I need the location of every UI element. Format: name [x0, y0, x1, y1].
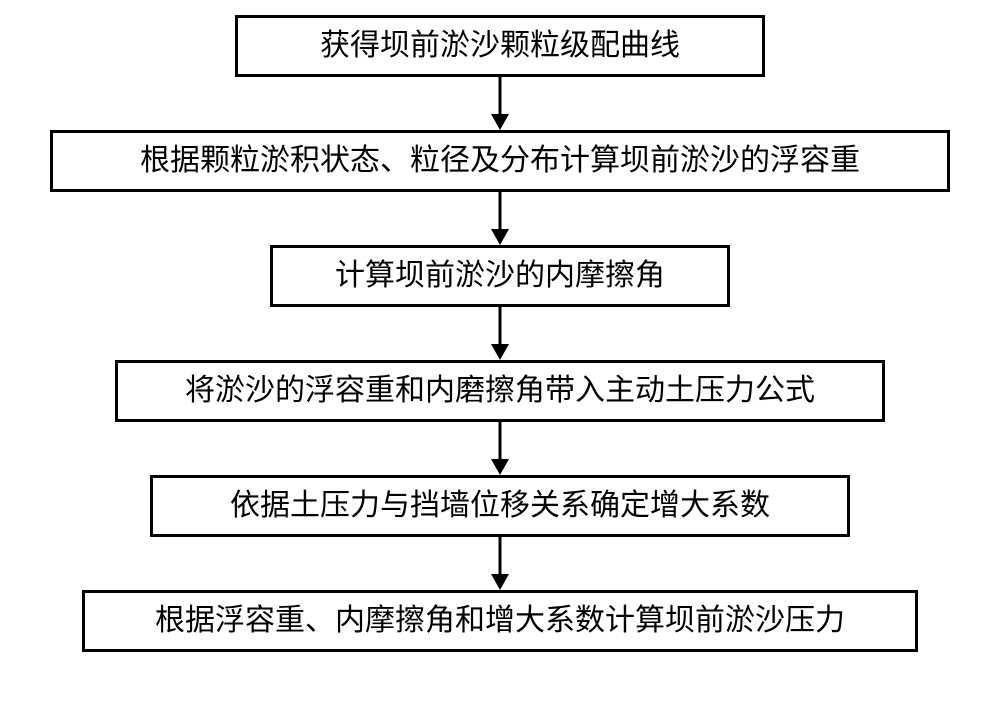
flow-node-label: 获得坝前淤沙颗粒级配曲线: [320, 31, 680, 61]
flow-node-n1: 获得坝前淤沙颗粒级配曲线: [235, 15, 765, 77]
flow-node-n6: 根据浮容重、内摩擦角和增大系数计算坝前淤沙压力: [82, 590, 918, 652]
flow-node-label: 根据颗粒淤积状态、粒径及分布计算坝前淤沙的浮容重: [140, 146, 860, 176]
flow-node-label: 将淤沙的浮容重和内磨擦角带入主动土压力公式: [185, 376, 815, 406]
flow-node-n5: 依据土压力与挡墙位移关系确定增大系数: [150, 475, 850, 537]
flow-node-n4: 将淤沙的浮容重和内磨擦角带入主动土压力公式: [115, 360, 885, 422]
flow-arrowhead: [491, 344, 509, 360]
flowchart-canvas: 获得坝前淤沙颗粒级配曲线根据颗粒淤积状态、粒径及分布计算坝前淤沙的浮容重计算坝前…: [0, 0, 1000, 707]
flow-arrowhead: [491, 574, 509, 590]
flow-arrowhead: [491, 229, 509, 245]
flow-arrowhead: [491, 114, 509, 130]
flow-node-label: 根据浮容重、内摩擦角和增大系数计算坝前淤沙压力: [155, 606, 845, 636]
flow-arrowhead: [491, 459, 509, 475]
flow-node-n2: 根据颗粒淤积状态、粒径及分布计算坝前淤沙的浮容重: [50, 130, 950, 192]
flow-node-label: 计算坝前淤沙的内摩擦角: [335, 261, 665, 291]
flow-node-n3: 计算坝前淤沙的内摩擦角: [270, 245, 730, 307]
flow-node-label: 依据土压力与挡墙位移关系确定增大系数: [230, 491, 770, 521]
